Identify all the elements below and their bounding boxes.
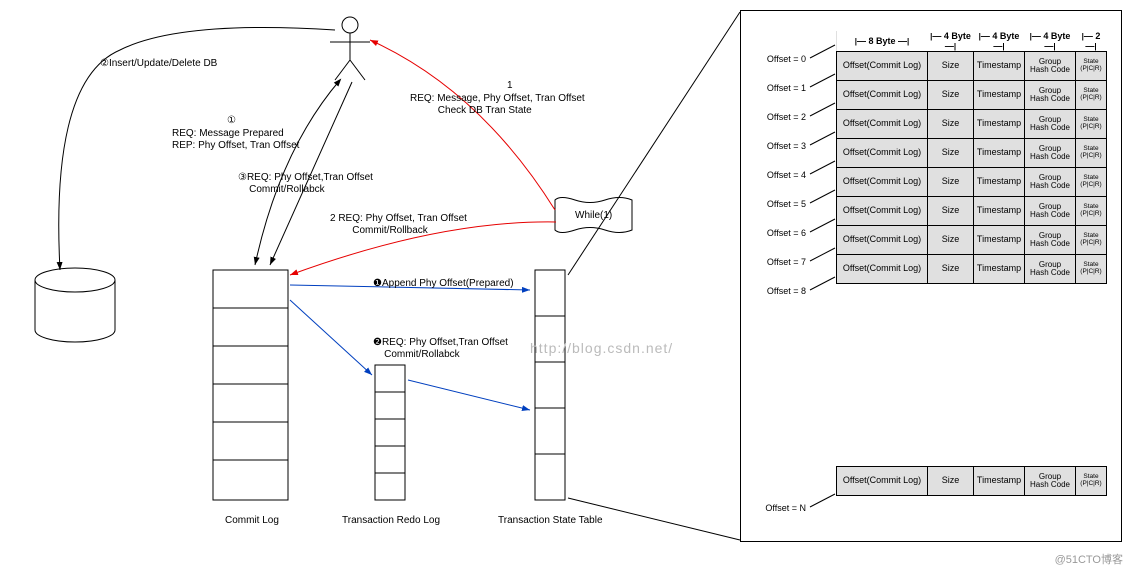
table-row: Offset(Commit Log)SizeTimestampGroup Has… [837, 168, 1107, 197]
label-state-table: Transaction State Table [498, 515, 603, 527]
database-icon [35, 268, 115, 342]
label-req-prepared: REQ: Message Prepared REP: Phy Offset, T… [172, 128, 299, 152]
label-append: ❶Append Phy Offset(Prepared) [373, 278, 514, 290]
table-row: Offset(Commit Log)SizeTimestampGroup Has… [837, 52, 1107, 81]
label-step1: ① [227, 115, 236, 127]
offset-label: Offset = 8 [767, 277, 806, 305]
offset-label: Offset = 7 [767, 248, 806, 276]
label-msg1num: 1 [507, 80, 513, 92]
offset-label-n: Offset = N [765, 494, 806, 522]
table-area: |— 8 Byte —||— 4 Byte —||— 4 Byte —||— 4… [740, 10, 1122, 542]
data-table: Offset(Commit Log)SizeTimestampGroup Has… [836, 466, 1107, 496]
table-row: Offset(Commit Log)SizeTimestampGroup Has… [837, 467, 1107, 496]
offset-label: Offset = 4 [767, 161, 806, 189]
commit-log [213, 270, 288, 500]
table-row: Offset(Commit Log)SizeTimestampGroup Has… [837, 255, 1107, 284]
label-insert: ②Insert/Update/Delete DB [100, 58, 217, 70]
credit: @51CTO博客 [1055, 551, 1123, 567]
label-while: While(1) [575, 210, 612, 222]
table-row: Offset(Commit Log)SizeTimestampGroup Has… [837, 197, 1107, 226]
redo-log [375, 365, 405, 500]
label-msg2: 2 REQ: Phy Offset, Tran Offset Commit/Ro… [330, 213, 467, 237]
table-row: Offset(Commit Log)SizeTimestampGroup Has… [837, 110, 1107, 139]
offset-label: Offset = 6 [767, 219, 806, 247]
offset-label: Offset = 5 [767, 190, 806, 218]
table-row: Offset(Commit Log)SizeTimestampGroup Has… [837, 226, 1107, 255]
data-table: |— 8 Byte —||— 4 Byte —||— 4 Byte —||— 4… [836, 31, 1107, 284]
label-step3: ③REQ: Phy Offset,Tran Offset Commit/Roll… [238, 172, 373, 196]
offset-label: Offset = 1 [767, 74, 806, 102]
label-msg1: REQ: Message, Phy Offset, Tran Offset Ch… [410, 93, 585, 117]
watermark: http://blog.csdn.net/ [530, 340, 673, 356]
table-row: Offset(Commit Log)SizeTimestampGroup Has… [837, 81, 1107, 110]
label-commit-log: Commit Log [225, 515, 279, 527]
offset-label: Offset = 2 [767, 103, 806, 131]
label-redo-log: Transaction Redo Log [342, 515, 440, 527]
offset-label: Offset = 0 [767, 45, 806, 73]
offset-label: Offset = 3 [767, 132, 806, 160]
state-table [535, 270, 565, 500]
table-row: Offset(Commit Log)SizeTimestampGroup Has… [837, 139, 1107, 168]
label-req-rollback: ❷REQ: Phy Offset,Tran Offset Commit/Roll… [373, 337, 508, 361]
